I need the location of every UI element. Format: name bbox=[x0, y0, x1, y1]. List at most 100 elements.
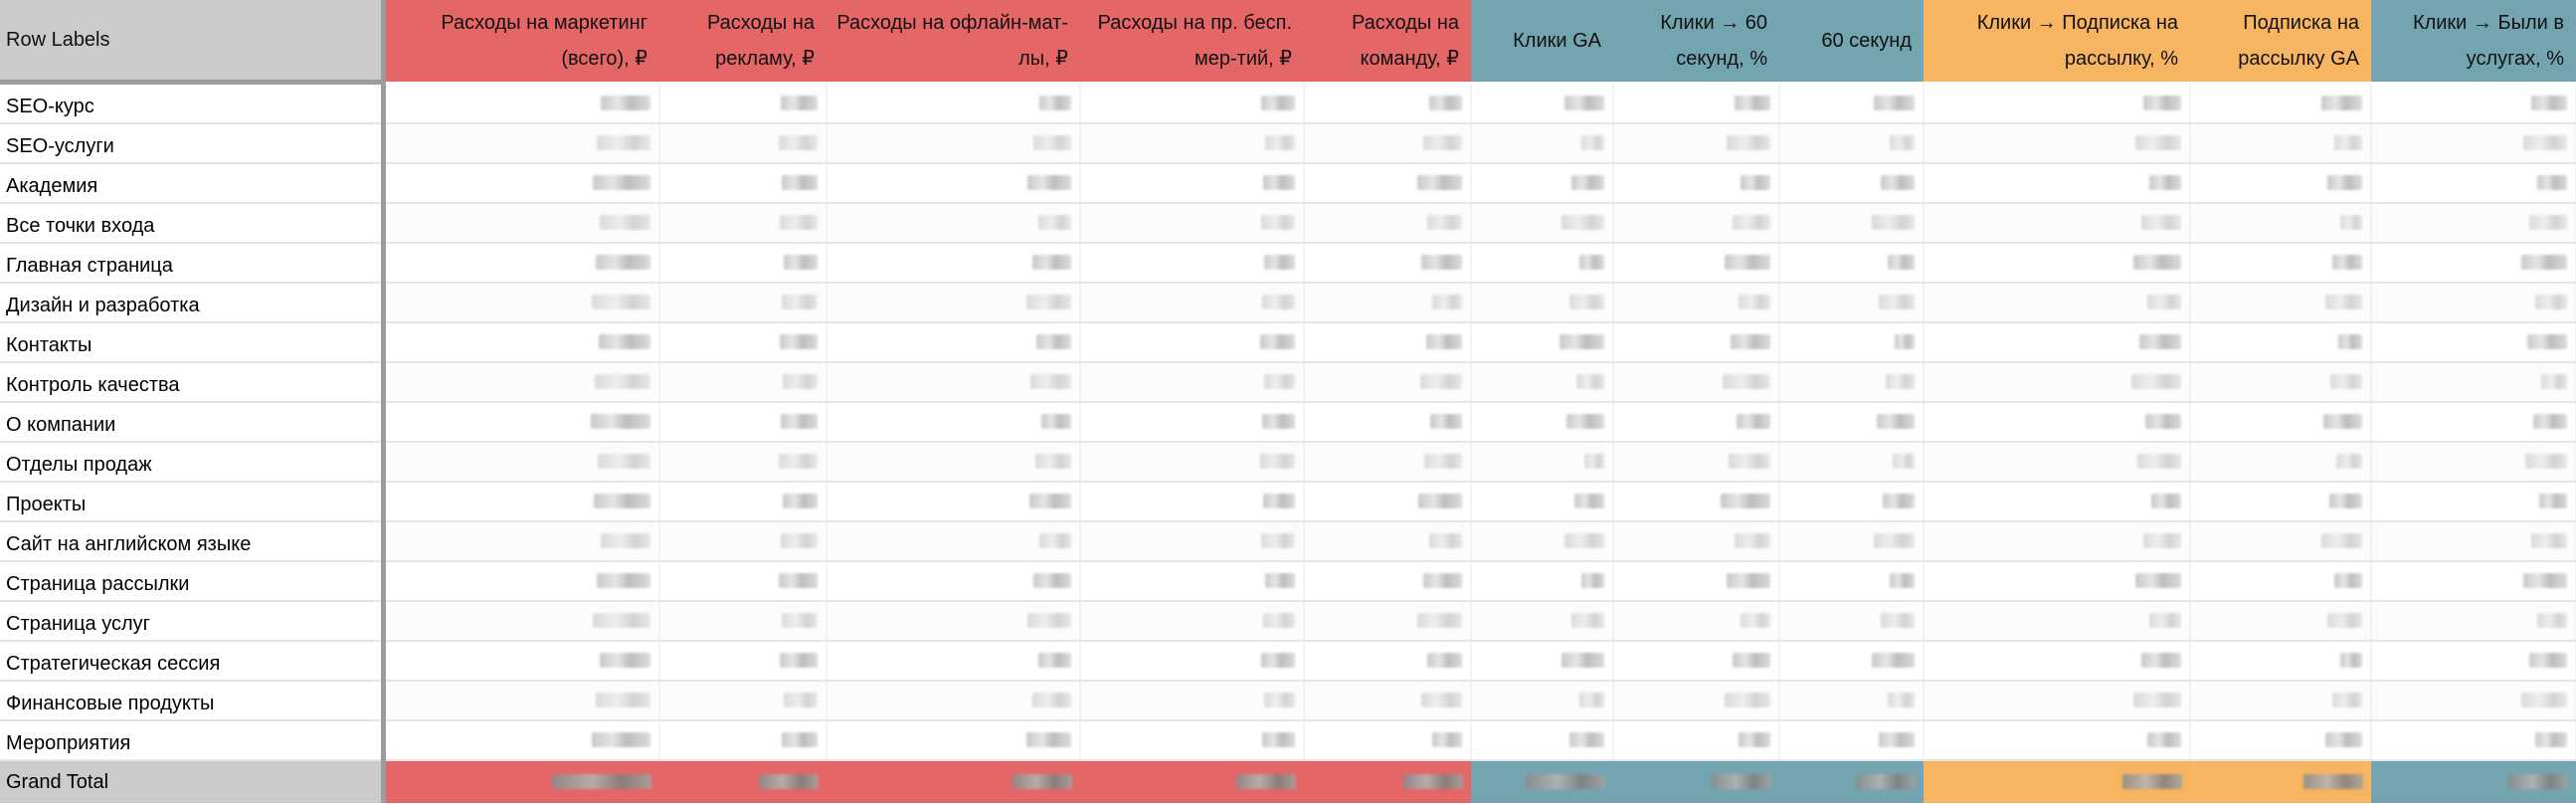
value-cell[interactable] bbox=[2190, 322, 2372, 363]
value-cell[interactable] bbox=[1779, 362, 1925, 403]
grand-total-cell[interactable] bbox=[2190, 760, 2371, 803]
value-cell[interactable] bbox=[827, 82, 1081, 124]
col-header-marketing-total[interactable]: Расходы на маркетинг (всего), ₽ bbox=[383, 0, 659, 84]
value-cell[interactable] bbox=[1080, 123, 1305, 164]
col-header-clicks-services-pct[interactable]: Клики → Были в услугах, % bbox=[2371, 0, 2576, 84]
value-cell[interactable] bbox=[1924, 720, 2191, 761]
value-cell[interactable] bbox=[827, 243, 1081, 284]
value-cell[interactable] bbox=[659, 163, 828, 204]
value-cell[interactable] bbox=[1080, 561, 1305, 602]
value-cell[interactable] bbox=[1779, 681, 1925, 721]
value-cell[interactable] bbox=[1924, 442, 2191, 483]
value-cell[interactable] bbox=[1304, 123, 1472, 164]
value-cell[interactable] bbox=[1613, 322, 1780, 363]
value-cell[interactable] bbox=[1613, 283, 1780, 323]
value-cell[interactable] bbox=[383, 442, 660, 483]
value-cell[interactable] bbox=[827, 123, 1081, 164]
row-label[interactable]: Академия bbox=[0, 163, 386, 204]
value-cell[interactable] bbox=[827, 681, 1081, 721]
value-cell[interactable] bbox=[1779, 203, 1925, 244]
value-cell[interactable] bbox=[383, 561, 660, 602]
grand-total-cell[interactable] bbox=[1080, 760, 1304, 803]
value-cell[interactable] bbox=[383, 82, 660, 124]
value-cell[interactable] bbox=[1779, 601, 1925, 642]
value-cell[interactable] bbox=[1779, 322, 1925, 363]
value-cell[interactable] bbox=[1080, 601, 1305, 642]
value-cell[interactable] bbox=[2371, 681, 2576, 721]
col-header-60s[interactable]: 60 секунд bbox=[1779, 0, 1924, 84]
value-cell[interactable] bbox=[659, 123, 828, 164]
value-cell[interactable] bbox=[1471, 362, 1614, 403]
value-cell[interactable] bbox=[1613, 521, 1780, 562]
value-cell[interactable] bbox=[1613, 641, 1780, 682]
value-cell[interactable] bbox=[659, 720, 828, 761]
value-cell[interactable] bbox=[1471, 482, 1614, 522]
value-cell[interactable] bbox=[2371, 82, 2576, 124]
value-cell[interactable] bbox=[827, 601, 1081, 642]
value-cell[interactable] bbox=[2371, 720, 2576, 761]
value-cell[interactable] bbox=[1471, 641, 1614, 682]
row-label[interactable]: Финансовые продукты bbox=[0, 681, 386, 721]
value-cell[interactable] bbox=[1613, 482, 1780, 522]
value-cell[interactable] bbox=[827, 442, 1081, 483]
grand-total-cell[interactable] bbox=[1304, 760, 1471, 803]
value-cell[interactable] bbox=[1613, 123, 1780, 164]
value-cell[interactable] bbox=[1613, 82, 1780, 124]
value-cell[interactable] bbox=[1080, 402, 1305, 443]
value-cell[interactable] bbox=[1779, 402, 1925, 443]
value-cell[interactable] bbox=[1779, 442, 1925, 483]
value-cell[interactable] bbox=[1304, 482, 1472, 522]
value-cell[interactable] bbox=[1080, 243, 1305, 284]
value-cell[interactable] bbox=[1924, 322, 2191, 363]
value-cell[interactable] bbox=[1080, 521, 1305, 562]
value-cell[interactable] bbox=[383, 163, 660, 204]
value-cell[interactable] bbox=[1304, 203, 1472, 244]
value-cell[interactable] bbox=[383, 402, 660, 443]
row-label[interactable]: О компании bbox=[0, 402, 386, 443]
value-cell[interactable] bbox=[1779, 163, 1925, 204]
value-cell[interactable] bbox=[1613, 402, 1780, 443]
value-cell[interactable] bbox=[2371, 561, 2576, 602]
value-cell[interactable] bbox=[1924, 362, 2191, 403]
value-cell[interactable] bbox=[827, 362, 1081, 403]
value-cell[interactable] bbox=[2190, 521, 2372, 562]
value-cell[interactable] bbox=[1924, 123, 2191, 164]
value-cell[interactable] bbox=[2190, 203, 2372, 244]
value-cell[interactable] bbox=[1471, 322, 1614, 363]
row-label[interactable]: Страница рассылки bbox=[0, 561, 386, 602]
value-cell[interactable] bbox=[1471, 720, 1614, 761]
value-cell[interactable] bbox=[1471, 402, 1614, 443]
value-cell[interactable] bbox=[1304, 641, 1472, 682]
value-cell[interactable] bbox=[827, 322, 1081, 363]
grand-total-cell[interactable] bbox=[1779, 760, 1924, 803]
value-cell[interactable] bbox=[659, 521, 828, 562]
value-cell[interactable] bbox=[1924, 681, 2191, 721]
value-cell[interactable] bbox=[1080, 641, 1305, 682]
row-label[interactable]: Мероприятия bbox=[0, 720, 386, 761]
value-cell[interactable] bbox=[1080, 283, 1305, 323]
value-cell[interactable] bbox=[2371, 243, 2576, 284]
col-header-clicks-ga[interactable]: Клики GA bbox=[1471, 0, 1613, 84]
value-cell[interactable] bbox=[1779, 283, 1925, 323]
value-cell[interactable] bbox=[1779, 561, 1925, 602]
value-cell[interactable] bbox=[1613, 442, 1780, 483]
value-cell[interactable] bbox=[1304, 362, 1472, 403]
value-cell[interactable] bbox=[2371, 123, 2576, 164]
grand-total-cell[interactable] bbox=[827, 760, 1080, 803]
value-cell[interactable] bbox=[1924, 521, 2191, 562]
grand-total-cell[interactable] bbox=[659, 760, 827, 803]
row-label[interactable]: SEO-курс bbox=[0, 82, 386, 124]
value-cell[interactable] bbox=[1779, 482, 1925, 522]
row-label[interactable]: Контроль качества bbox=[0, 362, 386, 403]
value-cell[interactable] bbox=[827, 163, 1081, 204]
value-cell[interactable] bbox=[2371, 402, 2576, 443]
value-cell[interactable] bbox=[383, 322, 660, 363]
value-cell[interactable] bbox=[827, 482, 1081, 522]
value-cell[interactable] bbox=[2190, 681, 2372, 721]
grand-total-cell[interactable] bbox=[2371, 760, 2576, 803]
value-cell[interactable] bbox=[659, 601, 828, 642]
row-label[interactable]: Стратегическая сессия bbox=[0, 641, 386, 682]
value-cell[interactable] bbox=[659, 681, 828, 721]
value-cell[interactable] bbox=[659, 322, 828, 363]
grand-total-cell[interactable] bbox=[1924, 760, 2190, 803]
